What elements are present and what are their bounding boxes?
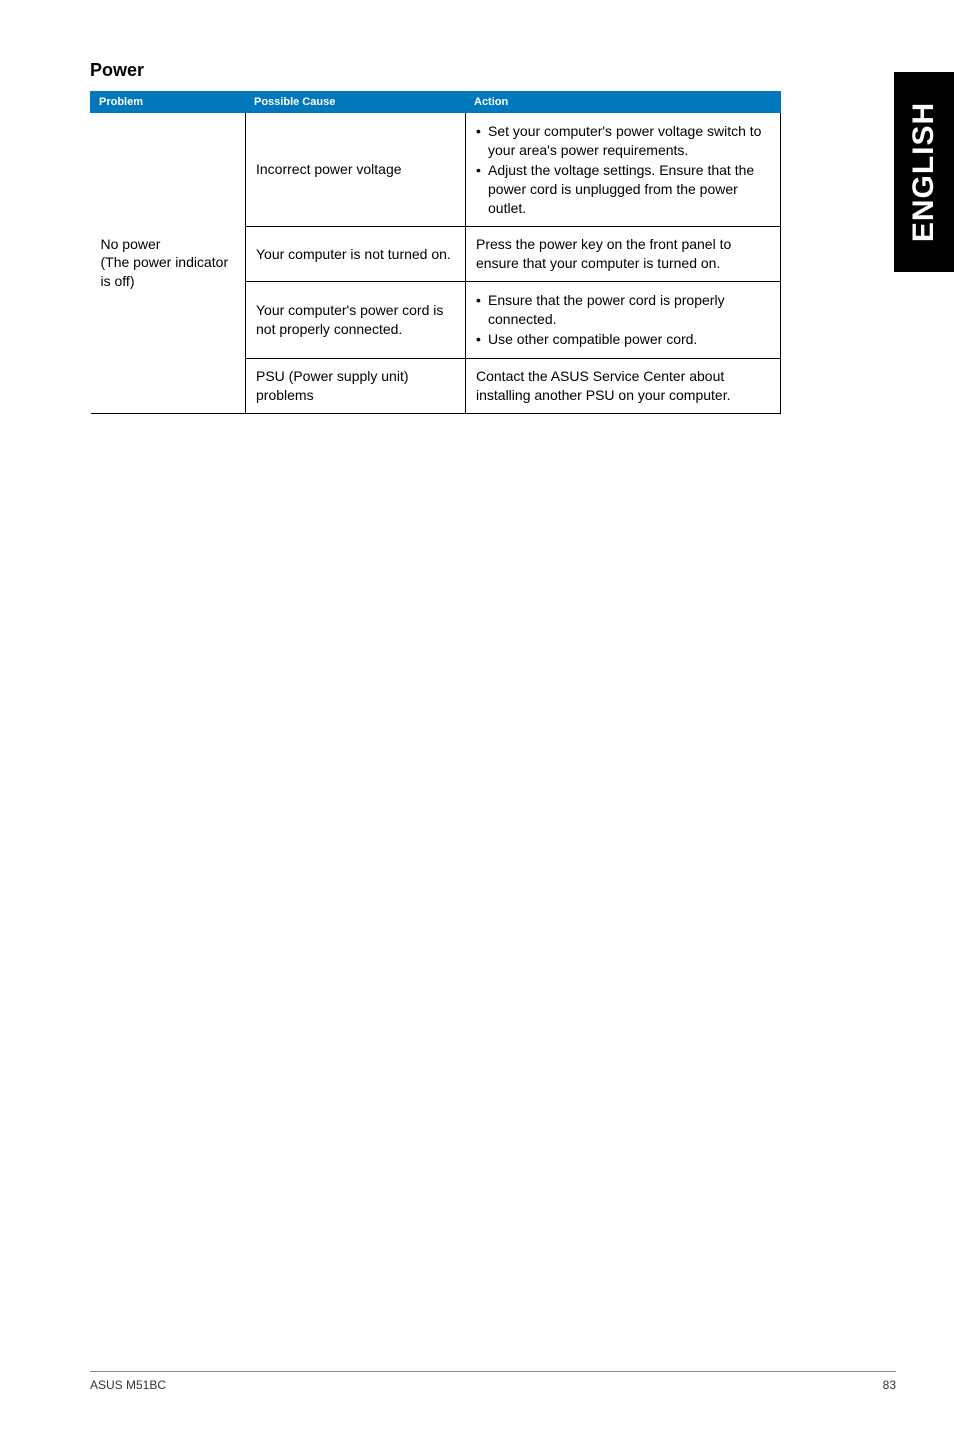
action-cell: Contact the ASUS Service Center about in…	[466, 358, 781, 413]
language-tab: ENGLISH	[894, 72, 954, 272]
problem-cell: No power(The power indicator is off)	[91, 113, 246, 414]
action-cell: Set your computer's power voltage switch…	[466, 113, 781, 227]
footer-page-number: 83	[883, 1378, 896, 1392]
action-list-item: Ensure that the power cord is properly c…	[476, 291, 770, 329]
action-cell: Press the power key on the front panel t…	[466, 227, 781, 282]
section-heading: Power	[90, 60, 896, 81]
action-list-item: Use other compatible power cord.	[476, 330, 770, 349]
action-cell: Ensure that the power cord is properly c…	[466, 282, 781, 359]
footer-product: ASUS M51BC	[90, 1378, 166, 1392]
page-footer: ASUS M51BC 83	[90, 1371, 896, 1392]
action-list-item: Adjust the voltage settings. Ensure that…	[476, 161, 770, 218]
header-action: Action	[466, 92, 781, 113]
cause-cell: Incorrect power voltage	[246, 113, 466, 227]
table-body: No power(The power indicator is off)Inco…	[91, 113, 781, 414]
table-row: No power(The power indicator is off)Inco…	[91, 113, 781, 227]
cause-cell: Your computer's power cord is not proper…	[246, 282, 466, 359]
table-header-row: Problem Possible Cause Action	[91, 92, 781, 113]
cause-cell: Your computer is not turned on.	[246, 227, 466, 282]
cause-cell: PSU (Power supply unit) problems	[246, 358, 466, 413]
action-list: Ensure that the power cord is properly c…	[476, 291, 770, 349]
action-list: Set your computer's power voltage switch…	[476, 122, 770, 217]
action-list-item: Set your computer's power voltage switch…	[476, 122, 770, 160]
header-problem: Problem	[91, 92, 246, 113]
header-cause: Possible Cause	[246, 92, 466, 113]
troubleshoot-table: Problem Possible Cause Action No power(T…	[90, 91, 781, 414]
page-content: Power Problem Possible Cause Action No p…	[0, 0, 954, 414]
language-tab-text: ENGLISH	[907, 102, 941, 242]
